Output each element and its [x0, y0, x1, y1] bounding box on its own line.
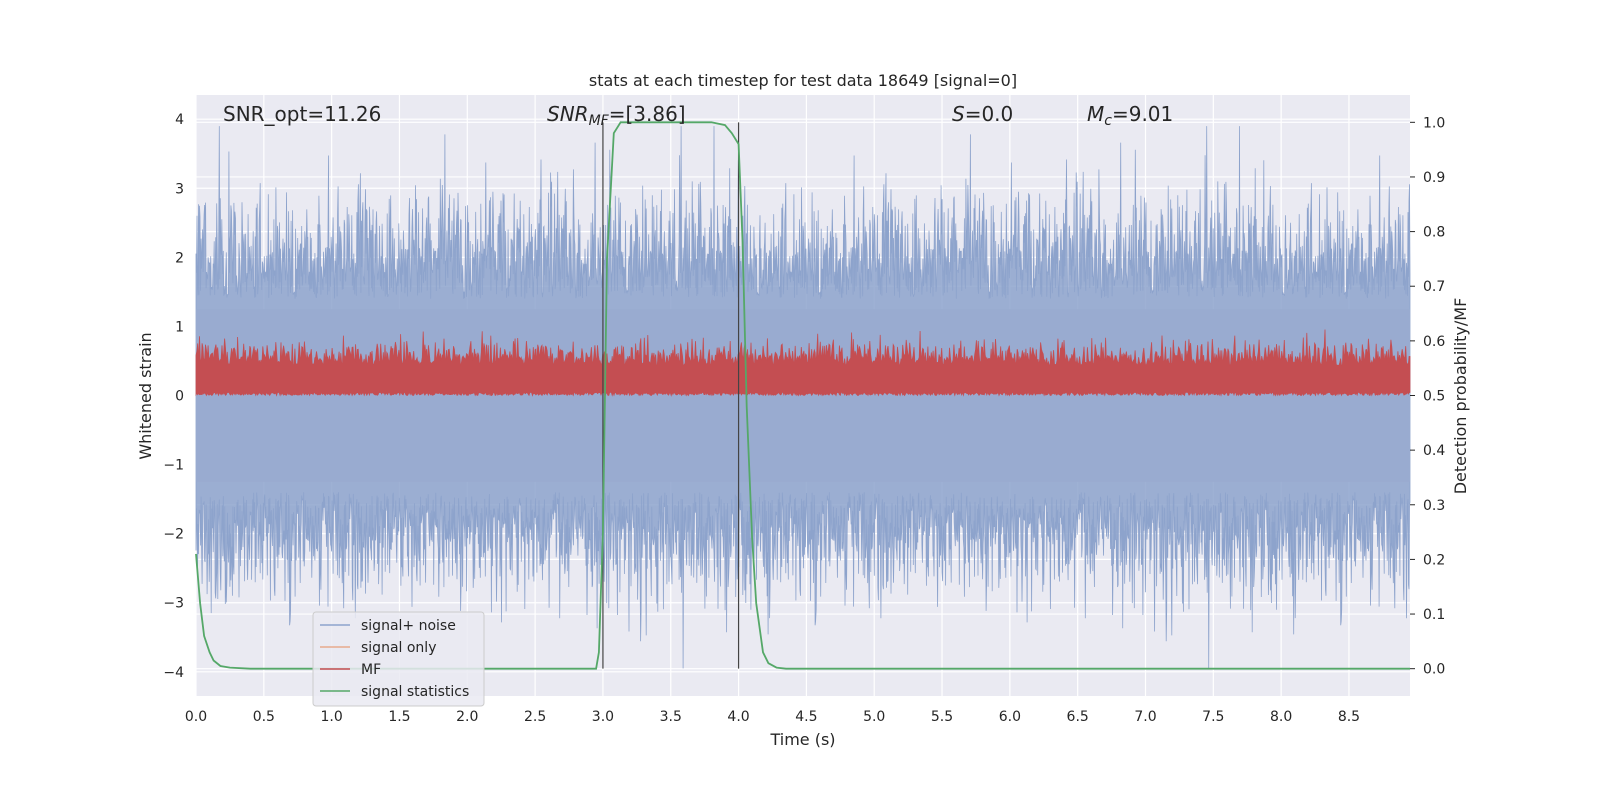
- signal-statistics-line: [195, 121, 1410, 670]
- x-tick-label: 8.5: [1338, 709, 1360, 725]
- time-markers: [602, 122, 740, 669]
- x-tick-label: 7.5: [1202, 709, 1224, 725]
- x-tick-label: 6.5: [1067, 709, 1089, 725]
- y-left-tick-label: −2: [163, 527, 184, 543]
- annotation-mc-value: =9.01: [1112, 102, 1173, 126]
- y-right-tick-label: 0.7: [1423, 279, 1445, 295]
- x-tick-label: 0.5: [253, 709, 275, 725]
- legend-label-signal-statistics: signal statistics: [361, 684, 469, 700]
- x-tick-label: 4.0: [727, 709, 749, 725]
- annotation-mc-base: M: [1087, 102, 1104, 126]
- mf-band: [195, 329, 1411, 397]
- annotation-snr-mf-base: SNR: [547, 102, 589, 126]
- y-right-tick-label: 1.0: [1423, 115, 1445, 131]
- y-axis-right-ticks: 1.0 0.9 0.8 0.7 0.6 0.5 0.4 0.3 0.2 0.1 0.0: [1410, 115, 1445, 678]
- y-right-tick-label: 0.2: [1423, 552, 1445, 568]
- legend-label-signal-only: signal only: [361, 640, 436, 656]
- y-axis-right-label: Detection probability/MF: [1451, 298, 1470, 495]
- y-right-tick-label: 0.3: [1423, 498, 1445, 514]
- legend-label-mf: MF: [361, 662, 381, 678]
- y-right-tick-label: 0.5: [1423, 389, 1445, 405]
- x-tick-label: 1.0: [321, 709, 343, 725]
- annotation-snr-opt: SNR_opt=11.26: [223, 102, 381, 126]
- annotation-mc-sub: c: [1104, 113, 1112, 129]
- y-left-tick-label: 0: [175, 389, 184, 405]
- legend-label-signal-noise: signal+ noise: [361, 618, 456, 634]
- y-left-tick-label: −4: [163, 665, 184, 681]
- y-left-tick-label: 1: [175, 319, 184, 335]
- x-tick-label: 2.5: [524, 709, 546, 725]
- signal-noise-series: [195, 126, 1411, 669]
- y-left-tick-label: −3: [163, 596, 184, 612]
- x-tick-label: 2.0: [456, 709, 478, 725]
- y-right-tick-label: 0.8: [1423, 225, 1445, 241]
- annotation-snr-mf-value: =[3.86]: [609, 102, 686, 126]
- signal-noise-core: [196, 309, 1410, 482]
- x-tick-label: 5.5: [931, 709, 953, 725]
- y-axis-left-ticks: 4 3 2 1 0 −1 −2 −3 −4: [163, 112, 184, 681]
- y-right-tick-label: 0.6: [1423, 334, 1445, 350]
- x-tick-label: 8.0: [1270, 709, 1292, 725]
- y-right-tick-label: 0.9: [1423, 170, 1445, 186]
- x-tick-label: 1.5: [388, 709, 410, 725]
- x-tick-label: 0.0: [185, 709, 207, 725]
- x-axis-ticks: 0.0 0.5 1.0 1.5 2.0 2.5 3.0 3.5 4.0 4.5 5.0 5.5 6.0 6…: [185, 709, 1360, 725]
- x-tick-label: 3.5: [660, 709, 682, 725]
- x-tick-label: 6.0: [999, 709, 1021, 725]
- mf-series: [195, 329, 1411, 397]
- annotation-snr-mf-sub: MF: [589, 113, 610, 129]
- x-axis-label: Time (s): [769, 730, 835, 749]
- y-left-tick-label: −1: [163, 458, 184, 474]
- legend: signal+ noise signal only MF signal stat…: [312, 611, 485, 707]
- annotation-snr-mf: SNRMF=[3.86]: [547, 102, 686, 129]
- y-right-tick-label: 0.0: [1423, 662, 1445, 678]
- x-tick-label: 4.5: [795, 709, 817, 725]
- x-tick-label: 7.0: [1134, 709, 1156, 725]
- y-left-tick-label: 2: [175, 250, 184, 266]
- chart-title: stats at each timestep for test data 186…: [589, 71, 1017, 90]
- legend-box: [312, 611, 485, 707]
- annotation-s-base: S: [952, 102, 965, 126]
- y-axis-left-label: Whitened strain: [136, 332, 155, 459]
- annotation-s-value: =0.0: [965, 102, 1014, 126]
- x-tick-label: 5.0: [863, 709, 885, 725]
- y-left-tick-label: 4: [175, 112, 184, 128]
- y-right-tick-label: 0.1: [1423, 607, 1445, 623]
- y-left-tick-label: 3: [175, 181, 184, 197]
- signal-statistics-series: [195, 121, 1410, 670]
- x-tick-label: 3.0: [592, 709, 614, 725]
- annotation-mc: Mc=9.01: [1087, 102, 1173, 129]
- annotation-s: S=0.0: [952, 102, 1013, 126]
- y-right-tick-label: 0.4: [1423, 443, 1445, 459]
